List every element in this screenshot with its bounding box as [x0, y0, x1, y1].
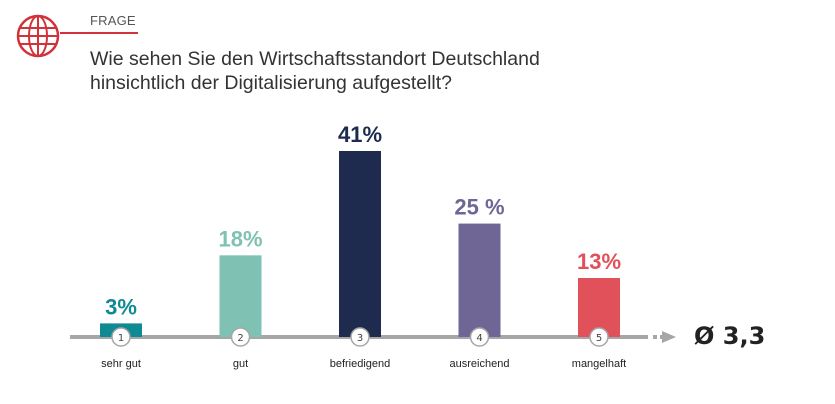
category-label-2: gut: [233, 358, 248, 370]
x-axis-arrow-icon: [662, 331, 676, 343]
section-tag: FRAGE: [90, 13, 136, 28]
category-label-3: befriedigend: [330, 358, 391, 370]
rank-number-5: 5: [596, 333, 602, 344]
question-line-1: Wie sehen Sie den Wirtschaftsstandort De…: [90, 48, 540, 70]
rank-circle-5: [589, 327, 609, 347]
category-label-4: ausreichend: [450, 358, 510, 370]
value-label-1: 3%: [105, 294, 137, 319]
value-label-3: 41%: [338, 122, 382, 147]
average-label: Ø 3,3: [694, 322, 766, 350]
rank-circle-1: [111, 327, 131, 347]
question-title: Wie sehen Sie den Wirtschaftsstandort De…: [90, 47, 650, 95]
category-label-5: mangelhaft: [572, 358, 626, 370]
rank-circle-2: [230, 327, 251, 347]
category-label-1: sehr gut: [101, 358, 141, 370]
rank-number-1: 1: [118, 333, 124, 344]
rank-number-2: 2: [237, 333, 243, 344]
bar-5: [578, 278, 620, 337]
tag-underline: [60, 32, 138, 34]
rank-number-3: 3: [357, 333, 363, 344]
rank-circle-3: [350, 327, 370, 347]
value-label-4: 25 %: [454, 195, 504, 220]
rank-circle-4: [469, 327, 490, 347]
bar-4: [458, 223, 501, 337]
value-label-5: 13%: [577, 249, 621, 274]
question-line-2: hinsichtlich der Digitalisierung aufgest…: [90, 72, 453, 94]
value-label-2: 18%: [218, 226, 262, 251]
rank-number-4: 4: [476, 333, 482, 344]
globe-icon: [16, 14, 60, 58]
bar-2: [219, 255, 262, 337]
bar-3: [339, 151, 381, 337]
